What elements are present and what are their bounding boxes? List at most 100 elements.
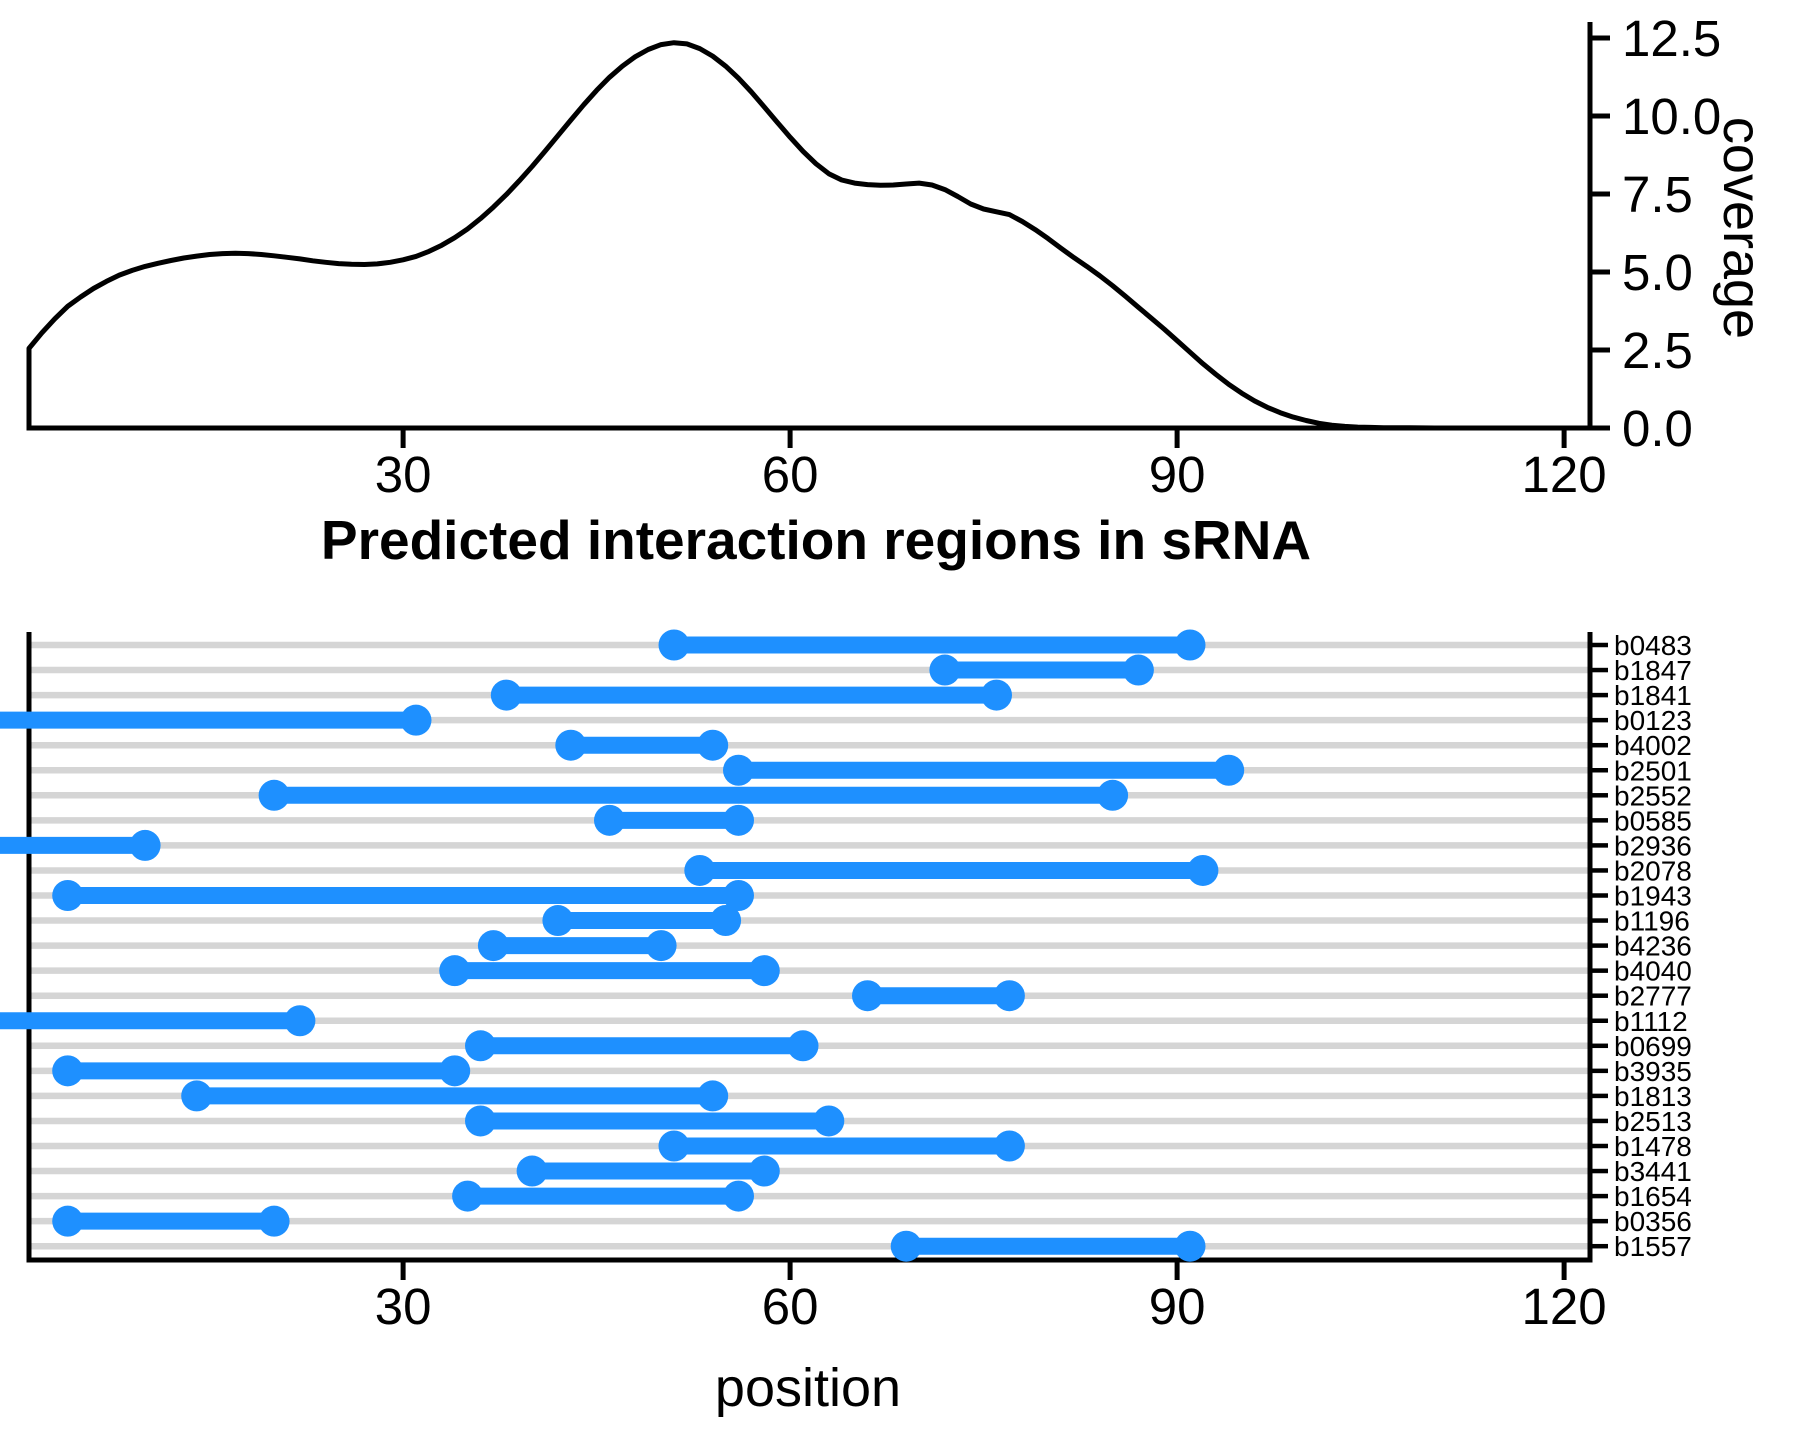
coverage-x-tick-label: 90 <box>1149 446 1206 503</box>
segment-start-dot-b0483 <box>658 629 690 661</box>
row-label-b2501: b2501 <box>1614 755 1692 786</box>
coverage-x-tick-label: 120 <box>1522 446 1607 503</box>
row-label-b2777: b2777 <box>1614 981 1692 1012</box>
segment-start-dot-b1654 <box>452 1180 484 1212</box>
segment-b0123 <box>0 704 432 736</box>
row-label-b1847: b1847 <box>1614 655 1692 686</box>
row-label-b2936: b2936 <box>1614 830 1692 861</box>
segment-b0699 <box>465 1030 819 1062</box>
row-label-b0585: b0585 <box>1614 805 1692 836</box>
row-label-b1196: b1196 <box>1614 906 1690 937</box>
row-label-b1841: b1841 <box>1614 680 1692 711</box>
row-label-b0483: b0483 <box>1614 630 1692 661</box>
segment-start-dot-b1847 <box>929 654 961 686</box>
row-label-b0356: b0356 <box>1614 1206 1692 1237</box>
row-label-b3441: b3441 <box>1614 1156 1692 1187</box>
segment-start-dot-b0356 <box>52 1205 84 1237</box>
segment-start-dot-b1557 <box>890 1230 922 1262</box>
row-label-b2552: b2552 <box>1614 780 1692 811</box>
segment-end-dot-b0483 <box>1174 629 1206 661</box>
segment-end-dot-b1847 <box>1122 654 1154 686</box>
segment-end-dot-b2078 <box>1187 854 1219 886</box>
row-label-b3935: b3935 <box>1614 1056 1692 1087</box>
row-label-b0699: b0699 <box>1614 1031 1692 1062</box>
row-label-b2513: b2513 <box>1614 1106 1692 1137</box>
row-label-b1112: b1112 <box>1614 1006 1688 1037</box>
segment-end-dot-b4040 <box>748 955 780 987</box>
row-label-b2078: b2078 <box>1614 855 1692 886</box>
coverage-y-tick-label: 10.0 <box>1622 88 1721 145</box>
segment-b2513 <box>465 1105 845 1137</box>
segment-b3935 <box>52 1055 471 1087</box>
segment-start-dot-b2777 <box>852 980 883 1012</box>
segment-b2552 <box>258 779 1129 811</box>
coverage-panel: 30 60 90 120 0.0 2.5 5.0 7.5 10.0 12.5 <box>26 10 1721 503</box>
segment-end-dot-b1557 <box>1174 1230 1206 1262</box>
row-label-b1478: b1478 <box>1614 1131 1692 1162</box>
segment-start-dot-b1943 <box>52 880 84 911</box>
segment-b0483 <box>658 629 1206 661</box>
segment-end-dot-b2777 <box>993 980 1025 1012</box>
coverage-curve <box>26 40 1590 431</box>
regions-x-tick-label: 60 <box>762 1278 819 1335</box>
segment-end-dot-b2501 <box>1213 754 1245 786</box>
row-label-b4236: b4236 <box>1614 931 1692 962</box>
segment-end-dot-b0699 <box>787 1030 819 1062</box>
segment-end-dot-b1813 <box>697 1080 729 1112</box>
segment-start-dot-b4236 <box>477 930 509 962</box>
segment-b1196 <box>542 905 742 937</box>
segment-b1478 <box>658 1130 1025 1162</box>
segment-end-dot-b1654 <box>723 1180 754 1212</box>
segment-start-dot-b3441 <box>516 1155 548 1187</box>
segment-end-dot-b1196 <box>710 905 742 937</box>
segment-b0356 <box>52 1205 290 1237</box>
segment-end-dot-b0356 <box>258 1205 290 1237</box>
segment-start-dot-b0699 <box>465 1030 496 1062</box>
segment-b1847 <box>929 654 1154 686</box>
segment-b1557 <box>890 1230 1206 1262</box>
segment-end-dot-b2552 <box>1097 779 1129 811</box>
segment-start-dot-b2552 <box>258 779 290 811</box>
segment-b2078 <box>684 854 1219 886</box>
segment-end-dot-b4002 <box>697 729 729 761</box>
segment-b1654 <box>452 1180 754 1212</box>
regions-x-tick-label: 120 <box>1522 1278 1607 1335</box>
segment-b2936 <box>0 829 161 861</box>
row-label-b1813: b1813 <box>1614 1081 1692 1112</box>
segment-end-dot-b0585 <box>723 804 754 836</box>
coverage-x-tick-label: 30 <box>375 446 432 503</box>
segment-end-dot-b3441 <box>748 1155 780 1187</box>
interaction-regions-panel: b0483b1847b1841b0123b4002b2501b2552b0585… <box>0 629 1692 1335</box>
segment-end-dot-b1478 <box>993 1130 1025 1162</box>
coverage-y-tick-label: 5.0 <box>1622 244 1693 301</box>
segment-end-dot-b1943 <box>723 880 754 911</box>
segment-end-dot-b0123 <box>400 704 432 736</box>
segment-b3441 <box>516 1155 780 1187</box>
row-label-b1654: b1654 <box>1614 1181 1692 1212</box>
segment-end-dot-b2936 <box>129 829 161 861</box>
segment-start-dot-b4002 <box>555 729 587 761</box>
segment-start-dot-b1813 <box>181 1080 213 1112</box>
row-label-b4040: b4040 <box>1614 956 1692 987</box>
row-label-b0123: b0123 <box>1614 705 1692 736</box>
segment-end-dot-b1841 <box>981 679 1012 711</box>
segment-start-dot-b2078 <box>684 854 716 886</box>
segment-start-dot-b2513 <box>465 1105 496 1137</box>
segment-start-dot-b3935 <box>52 1055 84 1087</box>
coverage-y-tick-label: 2.5 <box>1622 322 1693 379</box>
segment-b1112 <box>0 1005 316 1037</box>
segment-b1943 <box>52 880 754 911</box>
segment-start-dot-b2501 <box>723 754 754 786</box>
segment-start-dot-b1478 <box>658 1130 690 1162</box>
coverage-y-tick-label: 0.0 <box>1622 400 1693 457</box>
segment-end-dot-b4236 <box>645 930 677 962</box>
segment-b1841 <box>490 679 1012 711</box>
segment-b2777 <box>852 980 1025 1012</box>
segment-end-dot-b1112 <box>284 1005 316 1037</box>
row-label-b1943: b1943 <box>1614 881 1692 912</box>
coverage-axis-label: coverage <box>1712 116 1772 340</box>
coverage-y-tick-label: 7.5 <box>1622 166 1693 223</box>
segment-b0585 <box>594 804 754 836</box>
position-axis-label: position <box>714 1358 902 1418</box>
